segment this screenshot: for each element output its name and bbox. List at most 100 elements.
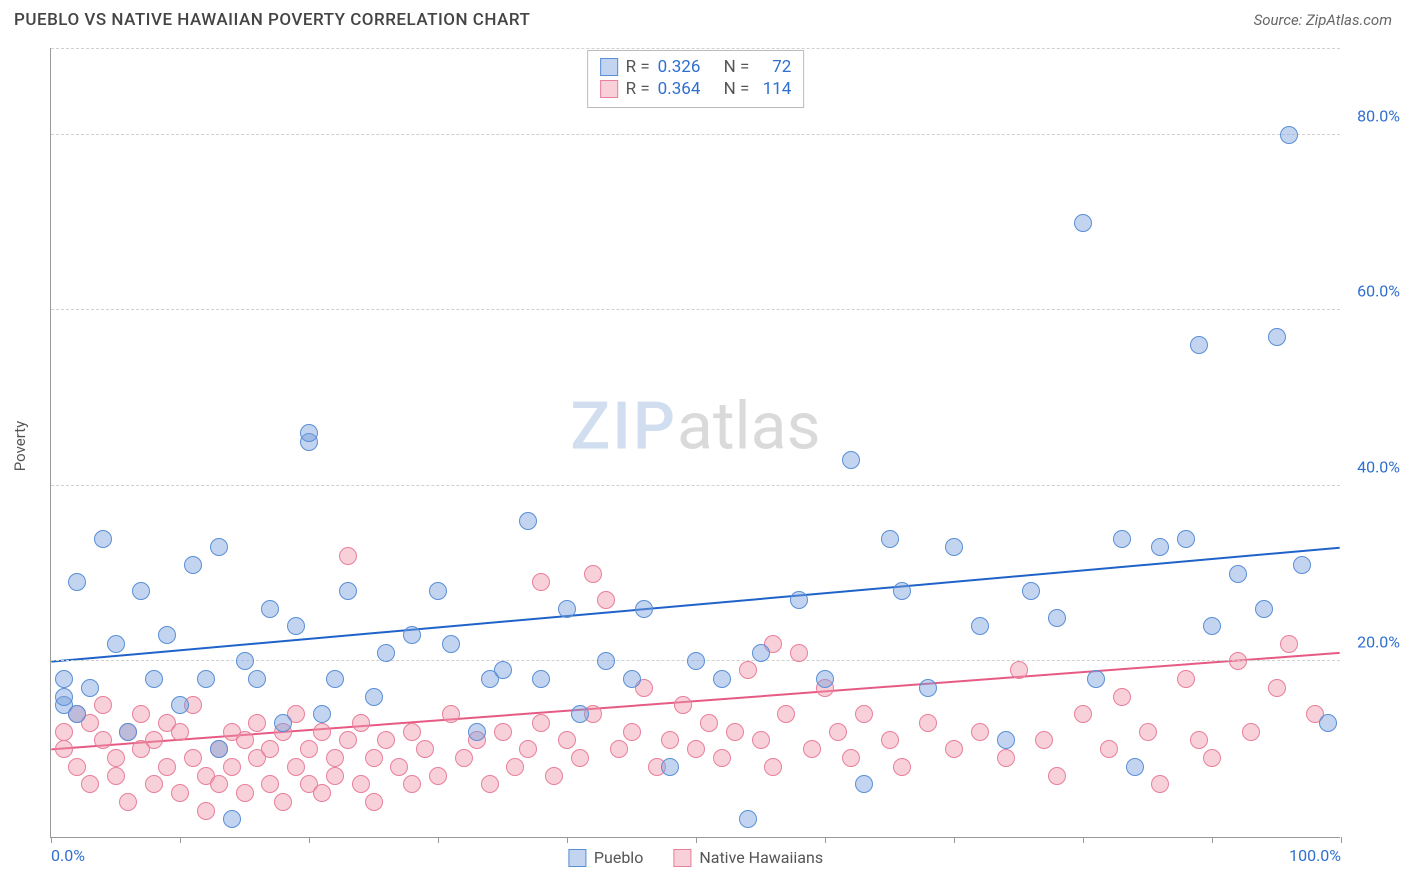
pueblo-point xyxy=(287,617,305,635)
pueblo-point xyxy=(1048,609,1066,627)
pueblo-point xyxy=(519,512,537,530)
pueblo-point xyxy=(1113,530,1131,548)
hawaiian-point xyxy=(261,775,279,793)
hawaiian-point xyxy=(661,731,679,749)
pueblo-point xyxy=(1280,126,1298,144)
hawaiian-point xyxy=(339,731,357,749)
hawaiian-point xyxy=(107,749,125,767)
hawaiian-point xyxy=(919,714,937,732)
pueblo-point xyxy=(429,582,447,600)
hawaiian-swatch-icon xyxy=(673,849,691,867)
hawaiian-point xyxy=(519,740,537,758)
hawaiian-point xyxy=(145,731,163,749)
hawaiian-point xyxy=(739,661,757,679)
pueblo-point xyxy=(816,670,834,688)
pueblo-point xyxy=(1255,600,1273,618)
hawaiian-point xyxy=(700,714,718,732)
pueblo-point xyxy=(210,740,228,758)
x-tick-label: 100.0% xyxy=(1289,846,1341,865)
x-tick xyxy=(309,837,310,843)
x-tick xyxy=(1341,837,1342,843)
x-tick xyxy=(438,837,439,843)
hawaiian-point xyxy=(597,591,615,609)
hawaiian-point xyxy=(132,705,150,723)
hawaiian-point xyxy=(365,793,383,811)
pueblo-point xyxy=(313,705,331,723)
hawaiian-point xyxy=(403,775,421,793)
hawaiian-point xyxy=(55,723,73,741)
pueblo-point xyxy=(300,424,318,442)
pueblo-point xyxy=(468,723,486,741)
pueblo-point xyxy=(377,644,395,662)
chart-title: PUEBLO VS NATIVE HAWAIIAN POVERTY CORREL… xyxy=(14,10,530,30)
hawaiian-point xyxy=(68,758,86,776)
pueblo-n-value: 72 xyxy=(757,57,791,77)
stats-row-hawaiian: R = 0.364 N = 114 xyxy=(600,79,792,99)
hawaiian-point xyxy=(674,696,692,714)
pueblo-point xyxy=(119,723,137,741)
pueblo-point xyxy=(68,573,86,591)
pueblo-point xyxy=(184,556,202,574)
x-tick xyxy=(51,837,52,843)
hawaiian-point xyxy=(261,740,279,758)
hawaiian-point xyxy=(610,740,628,758)
hawaiian-point xyxy=(339,547,357,565)
x-tick xyxy=(696,837,697,843)
legend-hawaiian: Native Hawaiians xyxy=(673,848,823,867)
hawaiian-point xyxy=(158,758,176,776)
hawaiian-point xyxy=(171,784,189,802)
gridline xyxy=(51,134,1340,135)
pueblo-point xyxy=(842,451,860,469)
pueblo-swatch-icon xyxy=(568,849,586,867)
legend-pueblo: Pueblo xyxy=(568,848,643,867)
gridline xyxy=(51,48,1340,49)
hawaiian-point xyxy=(171,723,189,741)
x-tick xyxy=(567,837,568,843)
pueblo-point xyxy=(132,582,150,600)
pueblo-point xyxy=(1293,556,1311,574)
hawaiian-point xyxy=(726,723,744,741)
hawaiian-point xyxy=(313,723,331,741)
hawaiian-point xyxy=(558,731,576,749)
pueblo-point xyxy=(145,670,163,688)
pueblo-point xyxy=(1151,538,1169,556)
hawaiian-point xyxy=(119,793,137,811)
gridline xyxy=(51,309,1340,310)
pueblo-point xyxy=(1126,758,1144,776)
hawaiian-point xyxy=(429,767,447,785)
pueblo-point xyxy=(893,582,911,600)
x-tick xyxy=(1212,837,1213,843)
x-tick xyxy=(180,837,181,843)
hawaiian-point xyxy=(687,740,705,758)
hawaiian-point xyxy=(416,740,434,758)
hawaiian-n-value: 114 xyxy=(757,79,791,99)
pueblo-point xyxy=(532,670,550,688)
pueblo-point xyxy=(1022,582,1040,600)
hawaiian-point xyxy=(1048,767,1066,785)
pueblo-point xyxy=(855,775,873,793)
pueblo-point xyxy=(1074,214,1092,232)
hawaiian-point xyxy=(94,696,112,714)
hawaiian-point xyxy=(236,784,254,802)
pueblo-swatch xyxy=(600,58,618,76)
trend-lines xyxy=(51,48,1340,837)
gridline xyxy=(51,485,1340,486)
hawaiian-point xyxy=(223,758,241,776)
pueblo-point xyxy=(274,714,292,732)
hawaiian-point xyxy=(236,731,254,749)
hawaiian-point xyxy=(197,802,215,820)
scatter-chart: ZIPatlas R = 0.326 N = 72 R = 0.364 N = … xyxy=(50,48,1340,838)
pueblo-point xyxy=(339,582,357,600)
pueblo-point xyxy=(326,670,344,688)
hawaiian-point xyxy=(893,758,911,776)
pueblo-point xyxy=(55,670,73,688)
hawaiian-point xyxy=(94,731,112,749)
hawaiian-point xyxy=(1268,679,1286,697)
pueblo-point xyxy=(997,731,1015,749)
y-tick-label: 40.0% xyxy=(1357,457,1400,476)
pueblo-point xyxy=(494,661,512,679)
pueblo-point xyxy=(623,670,641,688)
pueblo-point xyxy=(261,600,279,618)
pueblo-point xyxy=(1190,336,1208,354)
hawaiian-point xyxy=(326,749,344,767)
